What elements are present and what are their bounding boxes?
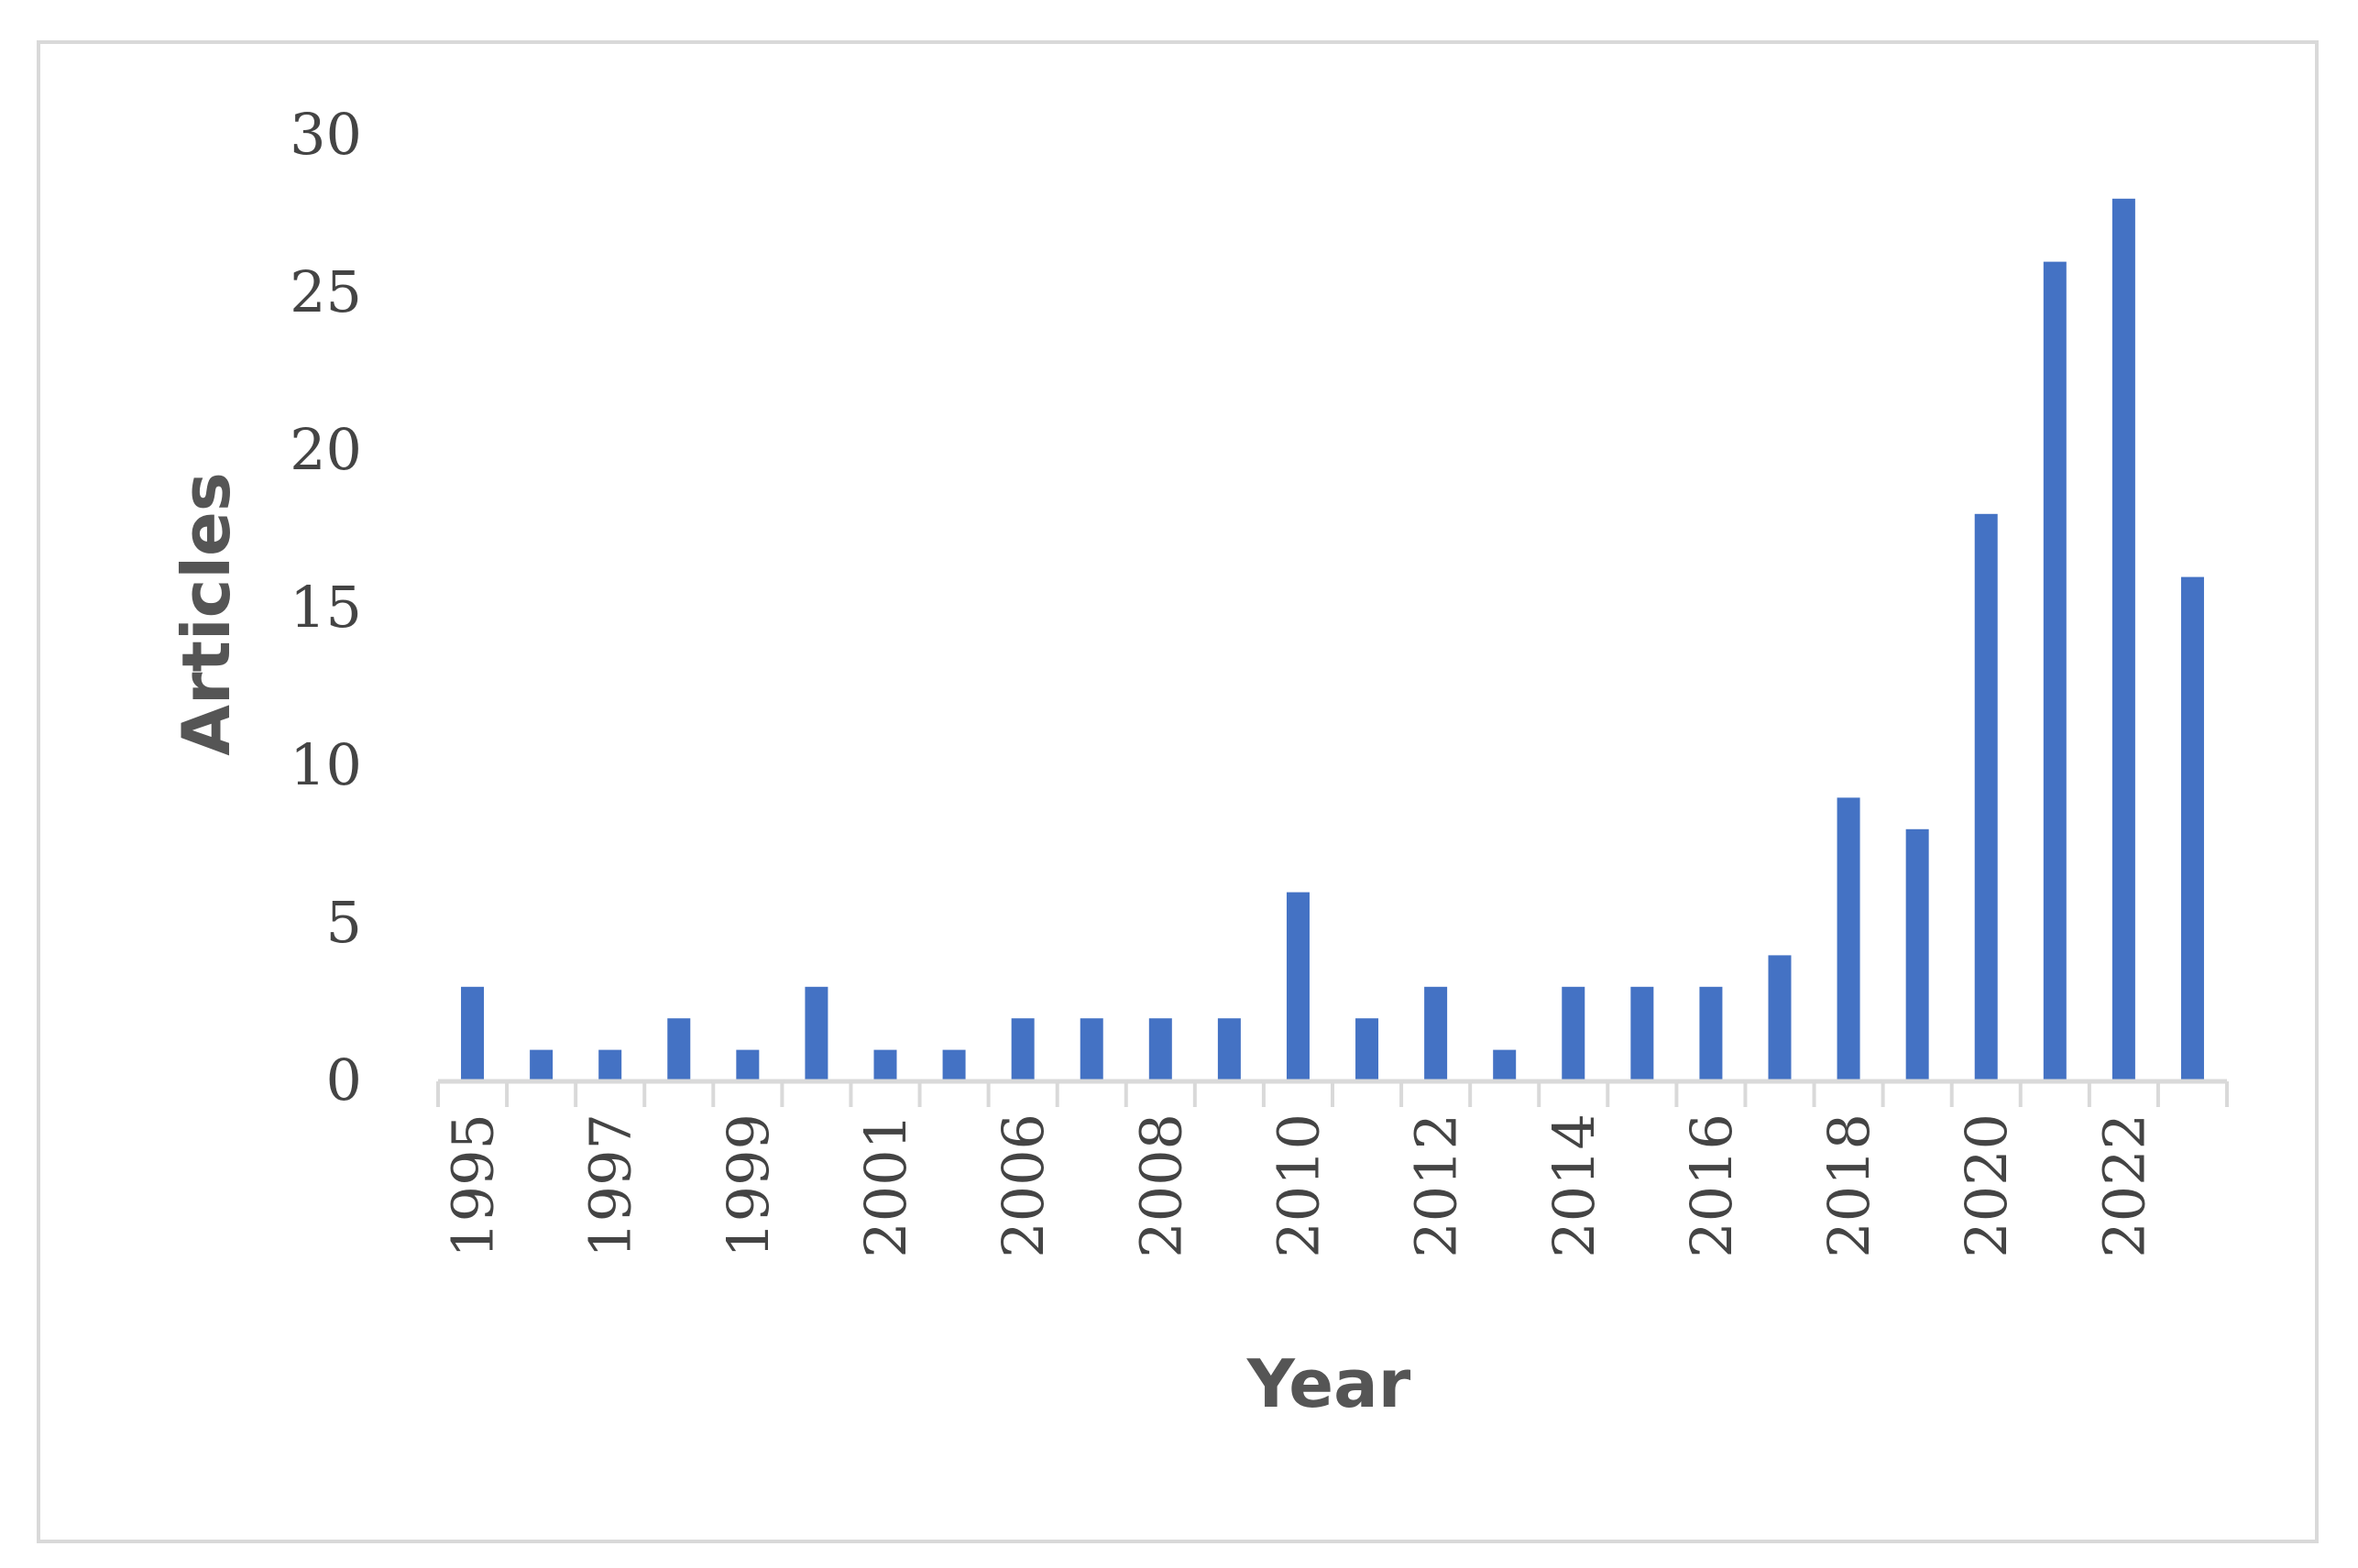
- bar-2011: [1355, 1018, 1379, 1081]
- bar-2013: [1493, 1049, 1517, 1081]
- bar-2009: [1217, 1018, 1241, 1081]
- x-tick-label: 2008: [1127, 1113, 1194, 1258]
- bar-2008: [1148, 1018, 1172, 1081]
- bar-2020: [1974, 513, 1998, 1081]
- bar-2010: [1286, 892, 1310, 1081]
- x-tick-label: 2014: [1541, 1113, 1607, 1258]
- x-axis-ticks: 1995 1997 1999 2001 2006 2008 2010 2012 2014 2016…: [436, 1081, 2229, 1258]
- bar-2001: [873, 1049, 897, 1081]
- bar-2014: [1562, 986, 1585, 1081]
- bar-1998: [667, 1018, 691, 1081]
- bars-group: [461, 198, 2204, 1082]
- x-axis-title: Year: [1246, 1345, 1411, 1422]
- x-tick-label: 2020: [1953, 1113, 2020, 1258]
- y-tick-label: 0: [326, 1047, 362, 1113]
- bar-2012: [1424, 986, 1448, 1081]
- chart-frame: [37, 40, 2319, 1543]
- y-tick-label: 30: [290, 101, 362, 168]
- bar-2002: [942, 1049, 966, 1081]
- x-tick-label: 2018: [1815, 1113, 1882, 1258]
- bar-2022: [2111, 198, 2135, 1082]
- x-tick-label: 2016: [1678, 1113, 1745, 1258]
- y-axis-title: Articles: [168, 472, 245, 755]
- bar-2015: [1630, 986, 1654, 1081]
- x-tick-label: 2006: [990, 1113, 1057, 1258]
- bar-2018: [1837, 797, 1860, 1081]
- bar-2021: [2043, 261, 2067, 1082]
- y-tick-label: 25: [290, 258, 362, 325]
- bar-2019: [1905, 828, 1929, 1081]
- bar-2000: [805, 986, 828, 1081]
- bar-2016: [1699, 986, 1723, 1081]
- x-tick-label: 2001: [852, 1113, 919, 1258]
- y-tick-label: 5: [326, 889, 362, 956]
- x-tick-label: 2012: [1403, 1113, 1470, 1258]
- y-tick-label: 20: [290, 416, 362, 483]
- bar-1999: [736, 1049, 760, 1081]
- x-tick-label: 1995: [440, 1113, 507, 1258]
- y-axis-ticks: 0 5 10 15 20 25 30: [290, 101, 362, 1113]
- bar-1995: [461, 986, 485, 1081]
- x-tick-label: 1999: [715, 1113, 782, 1258]
- x-tick-label: 2022: [2090, 1113, 2157, 1258]
- bar-1997: [598, 1049, 622, 1081]
- bar-1996: [530, 1049, 554, 1081]
- x-tick-label: 1997: [577, 1113, 644, 1258]
- x-tick-label: 2010: [1265, 1113, 1332, 1258]
- bar-2023: [2180, 576, 2204, 1081]
- y-tick-label: 15: [290, 574, 362, 641]
- bar-2017: [1768, 955, 1792, 1081]
- y-tick-label: 10: [290, 731, 362, 798]
- bar-2007: [1080, 1018, 1103, 1081]
- bar-2006: [1011, 1018, 1035, 1081]
